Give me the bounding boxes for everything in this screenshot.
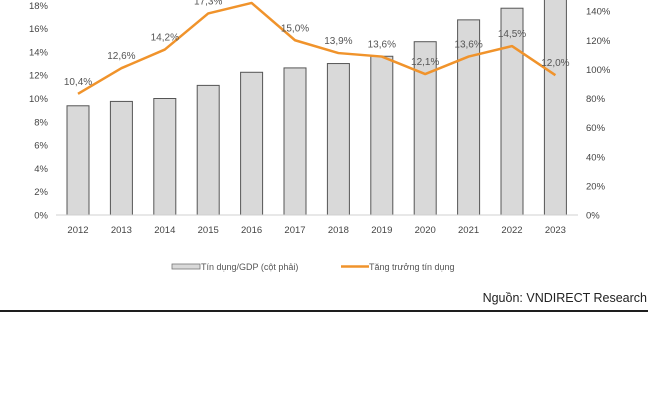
data-label: 13,6% bbox=[454, 40, 482, 51]
right-tick-label: 0% bbox=[586, 211, 600, 222]
right-tick-label: 140% bbox=[586, 7, 611, 18]
legend-bar-label: Tín dụng/GDP (cột phải) bbox=[201, 262, 298, 272]
right-tick-label: 40% bbox=[586, 152, 606, 163]
left-tick-label: 18% bbox=[29, 1, 49, 12]
left-tick-label: 2% bbox=[34, 187, 48, 198]
x-tick-label: 2023 bbox=[545, 225, 566, 236]
data-label: 12,0% bbox=[541, 58, 569, 69]
source-note: Nguồn: VNDIRECT Research bbox=[483, 291, 647, 305]
bar bbox=[240, 71, 264, 216]
legend: Tín dụng/GDP (cột phải) Tăng trưởng tín … bbox=[171, 262, 454, 272]
bar bbox=[283, 67, 307, 216]
left-tick-label: 16% bbox=[29, 24, 49, 35]
left-tick-label: 0% bbox=[34, 211, 48, 222]
data-label: 17,3% bbox=[194, 0, 222, 7]
x-tick-label: 2013 bbox=[111, 225, 132, 236]
left-tick-label: 14% bbox=[29, 47, 49, 58]
bar bbox=[109, 100, 133, 216]
x-tick-label: 2021 bbox=[458, 225, 479, 236]
x-tick-label: 2016 bbox=[241, 225, 262, 236]
data-label: 12,1% bbox=[411, 57, 439, 68]
data-label: 15,0% bbox=[281, 23, 309, 34]
data-label: 10,4% bbox=[64, 77, 92, 88]
legend-line-label: Tăng trưởng tín dụng bbox=[369, 262, 454, 272]
x-tick-label: 2020 bbox=[415, 225, 436, 236]
left-tick-label: 12% bbox=[29, 71, 49, 82]
x-tick-label: 2012 bbox=[67, 225, 88, 236]
left-axis: 0% 2% 4% 6% 8% 10% 12% 14% 16% 18% bbox=[29, 1, 49, 222]
bar bbox=[66, 105, 90, 216]
data-label: 14,5% bbox=[498, 29, 526, 40]
x-tick-label: 2015 bbox=[198, 225, 219, 236]
line-series: 10,4% 12,6% 14,2% 17,3% 15,0% 13,9% 13,6% 12,1%… bbox=[64, 0, 570, 95]
legend-bar-swatch bbox=[171, 263, 201, 270]
bar bbox=[370, 55, 394, 216]
left-tick-label: 8% bbox=[34, 117, 48, 128]
right-tick-label: 60% bbox=[586, 123, 606, 134]
bar-series bbox=[66, 0, 567, 216]
right-tick-label: 80% bbox=[586, 94, 606, 105]
data-label: 14,2% bbox=[151, 33, 179, 44]
x-tick-label: 2014 bbox=[154, 225, 175, 236]
bar bbox=[153, 98, 177, 216]
data-label: 13,6% bbox=[368, 40, 396, 51]
x-tick-label: 2022 bbox=[501, 225, 522, 236]
data-label: 13,9% bbox=[324, 36, 352, 47]
right-axis: 0% 20% 40% 60% 80% 100% 120% 140% bbox=[586, 7, 611, 222]
right-tick-label: 100% bbox=[586, 65, 611, 76]
x-axis: 2012 2013 2014 2015 2016 2017 2018 2019 2020 2021… bbox=[67, 225, 566, 236]
bar bbox=[326, 63, 350, 216]
x-tick-label: 2019 bbox=[371, 225, 392, 236]
left-tick-label: 6% bbox=[34, 141, 48, 152]
x-tick-label: 2017 bbox=[284, 225, 305, 236]
data-label: 12,6% bbox=[107, 51, 135, 62]
right-tick-label: 120% bbox=[586, 36, 611, 47]
left-tick-label: 4% bbox=[34, 164, 48, 175]
bar bbox=[543, 0, 567, 216]
bar bbox=[196, 84, 220, 216]
left-tick-label: 10% bbox=[29, 94, 49, 105]
x-tick-label: 2018 bbox=[328, 225, 349, 236]
right-tick-label: 20% bbox=[586, 181, 606, 192]
credit-growth-line bbox=[77, 1, 557, 95]
